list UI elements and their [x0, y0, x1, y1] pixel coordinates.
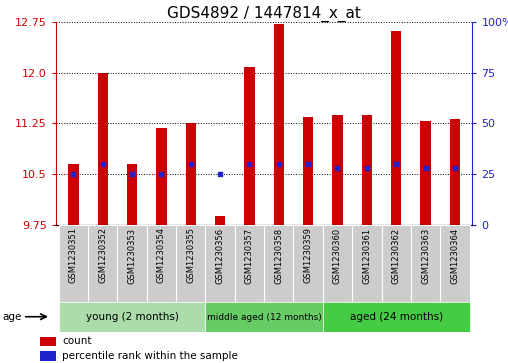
Point [422, 165, 430, 171]
Bar [206, 225, 235, 303]
Point [392, 161, 400, 167]
Bar [411, 225, 440, 303]
Text: percentile rank within the sample: percentile rank within the sample [62, 351, 238, 361]
Point [304, 161, 312, 167]
Bar [147, 225, 176, 303]
Bar [323, 225, 352, 303]
Bar [186, 123, 196, 225]
Text: GSM1230355: GSM1230355 [186, 227, 195, 284]
Text: GSM1230351: GSM1230351 [69, 227, 78, 284]
Point [363, 165, 371, 171]
Text: GSM1230357: GSM1230357 [245, 227, 254, 284]
Text: age: age [3, 312, 22, 322]
Bar [156, 128, 167, 225]
Bar [244, 67, 255, 225]
Point [245, 161, 253, 167]
Bar [352, 225, 382, 303]
Bar [127, 164, 137, 225]
Bar [450, 119, 460, 225]
Point [275, 161, 283, 167]
Bar [274, 24, 284, 225]
Bar [382, 225, 411, 303]
Point [70, 171, 78, 177]
Bar [59, 302, 206, 332]
Text: GSM1230363: GSM1230363 [421, 227, 430, 284]
Text: GSM1230358: GSM1230358 [274, 227, 283, 284]
Text: GSM1230364: GSM1230364 [450, 227, 459, 284]
Bar [391, 30, 401, 225]
Bar [440, 225, 469, 303]
Text: GSM1230359: GSM1230359 [304, 227, 312, 284]
Bar [332, 115, 342, 225]
Bar [117, 225, 147, 303]
Bar [235, 225, 264, 303]
Point [216, 171, 224, 177]
Bar [69, 164, 79, 225]
Title: GDS4892 / 1447814_x_at: GDS4892 / 1447814_x_at [167, 5, 361, 22]
Text: count: count [62, 337, 92, 346]
Bar [59, 225, 88, 303]
Point [99, 161, 107, 167]
Text: GSM1230352: GSM1230352 [99, 227, 107, 284]
Bar [88, 225, 117, 303]
Point [128, 171, 136, 177]
Text: young (2 months): young (2 months) [86, 312, 179, 322]
Point [187, 161, 195, 167]
Text: GSM1230356: GSM1230356 [216, 227, 225, 284]
Point [333, 165, 341, 171]
Bar [294, 225, 323, 303]
Bar [420, 121, 431, 225]
Bar [206, 302, 323, 332]
Text: GSM1230361: GSM1230361 [362, 227, 371, 284]
Point [157, 171, 166, 177]
Bar [264, 225, 294, 303]
Text: middle aged (12 months): middle aged (12 months) [207, 313, 322, 322]
Bar [40, 337, 56, 346]
Text: GSM1230353: GSM1230353 [128, 227, 137, 284]
Bar [176, 225, 206, 303]
Bar [362, 115, 372, 225]
Text: GSM1230362: GSM1230362 [392, 227, 401, 284]
Point [451, 165, 459, 171]
Bar [323, 302, 469, 332]
Text: GSM1230354: GSM1230354 [157, 227, 166, 284]
Bar [98, 73, 108, 225]
Text: GSM1230360: GSM1230360 [333, 227, 342, 284]
Bar [40, 351, 56, 360]
Text: aged (24 months): aged (24 months) [350, 312, 443, 322]
Bar [303, 117, 313, 225]
Bar [215, 216, 225, 225]
